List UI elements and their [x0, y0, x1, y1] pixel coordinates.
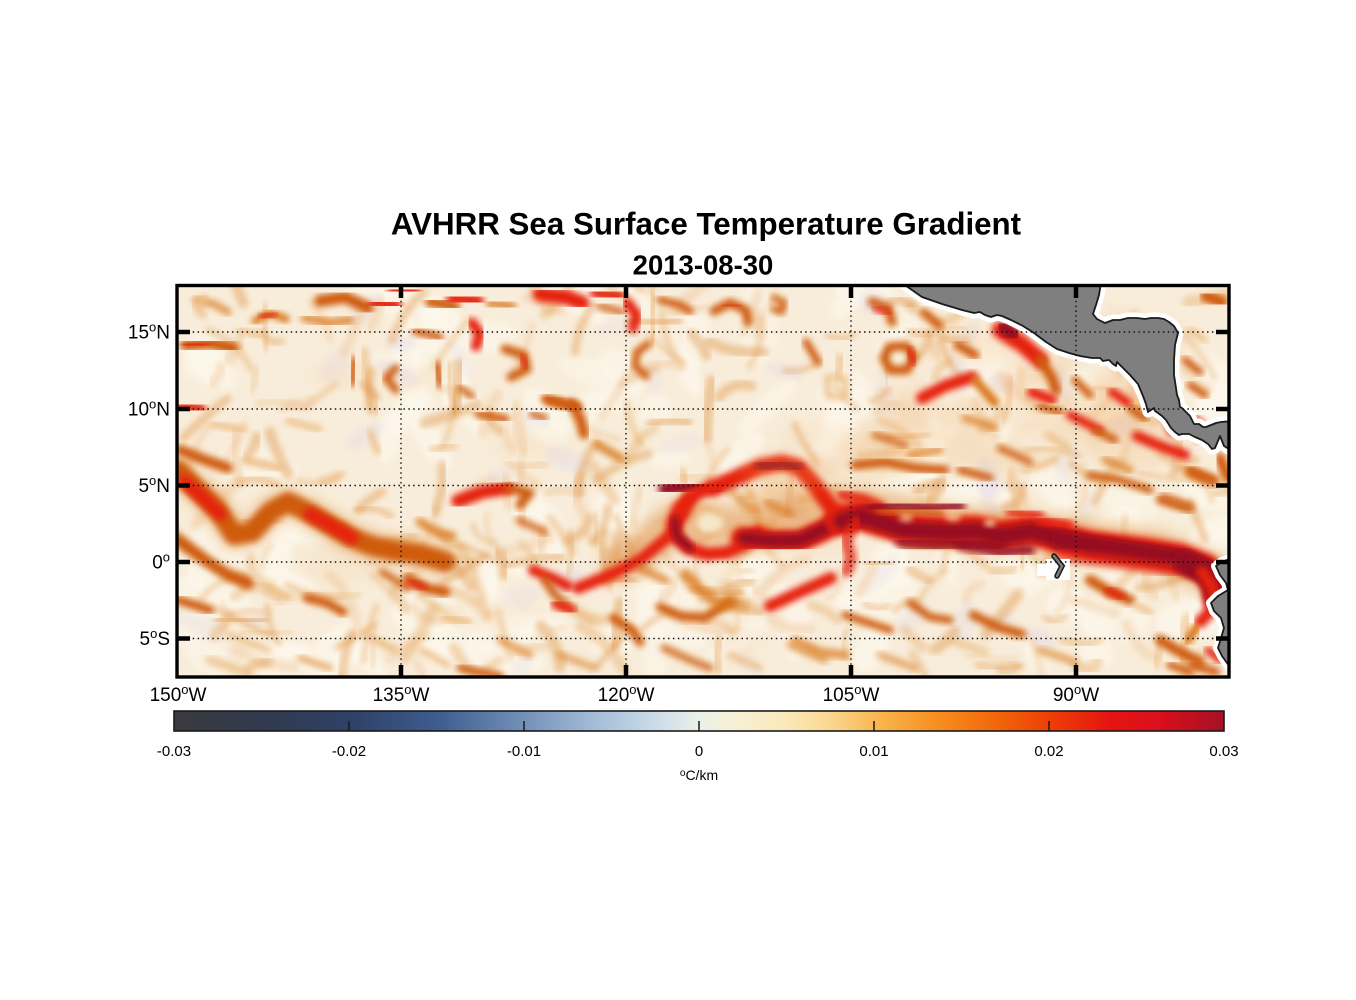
svg-text:0.02: 0.02	[1034, 743, 1063, 760]
svg-text:150oW: 150oW	[150, 682, 207, 706]
svg-text:135oW: 135oW	[373, 682, 430, 706]
svg-text:105oW: 105oW	[823, 682, 880, 706]
svg-text:-0.02: -0.02	[332, 743, 366, 760]
svg-text:0.03: 0.03	[1209, 743, 1238, 760]
svg-text:AVHRR Sea Surface Temperature: AVHRR Sea Surface Temperature Gradient	[391, 207, 1022, 242]
svg-text:2013-08-30: 2013-08-30	[633, 250, 774, 281]
svg-text:-0.03: -0.03	[157, 743, 191, 760]
svg-text:15oN: 15oN	[128, 320, 170, 344]
svg-text:0.01: 0.01	[859, 743, 888, 760]
svg-text:0: 0	[695, 743, 703, 760]
svg-text:oC/km: oC/km	[680, 767, 718, 783]
svg-text:-0.01: -0.01	[507, 743, 541, 760]
svg-text:10oN: 10oN	[128, 397, 170, 421]
svg-text:120oW: 120oW	[598, 682, 655, 706]
